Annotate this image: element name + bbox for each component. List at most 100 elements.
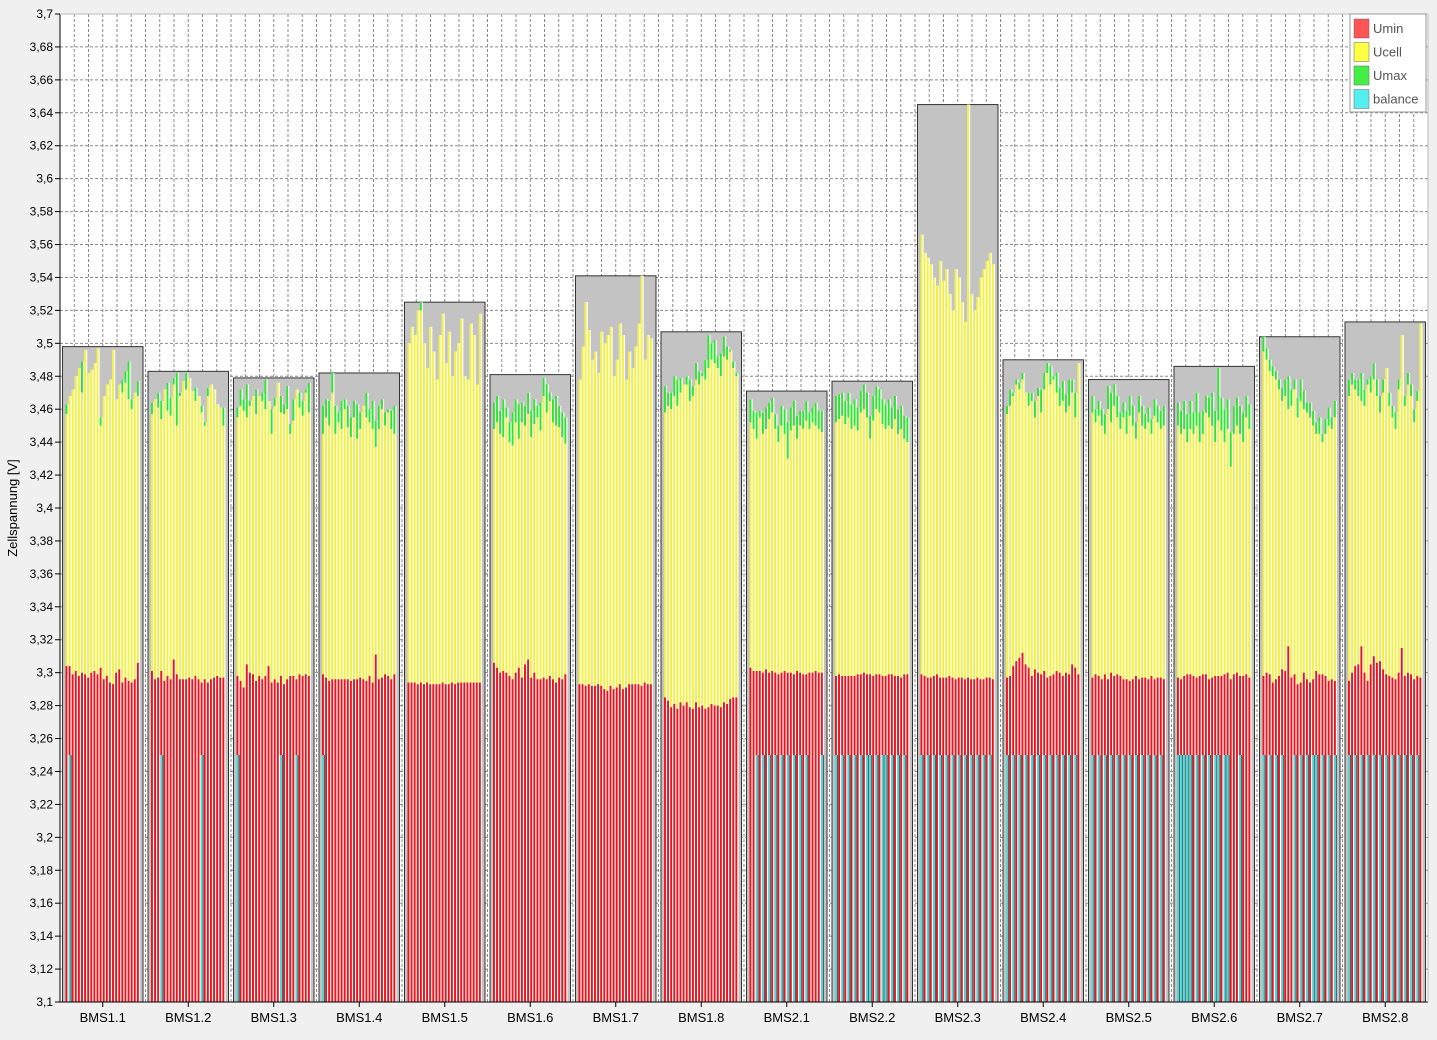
cell-ucell-bar	[945, 269, 948, 678]
cell-umax-bar	[1232, 405, 1235, 434]
cell-umin-bar	[99, 667, 102, 755]
cell-umin-bar	[926, 677, 929, 755]
cell-umin-bar	[426, 682, 429, 755]
cell-umin-bar	[906, 674, 909, 755]
cell-balance-bar	[679, 755, 682, 1002]
cell-umax-bar	[761, 412, 764, 434]
cell-balance-bar	[279, 755, 282, 1002]
cell-balance-bar	[457, 755, 460, 1002]
cell-balance-bar	[475, 755, 478, 1002]
cell-ucell-bar	[289, 433, 292, 676]
cell-umin-bar	[359, 677, 362, 755]
cell-balance-edge	[1399, 755, 1401, 1002]
cell-balance-bar	[808, 755, 811, 1002]
cell-balance-bar	[362, 755, 365, 1002]
cell-umin-bar	[74, 671, 77, 755]
cell-ucell-bar	[267, 400, 270, 667]
cell-umax-bar	[1015, 379, 1018, 385]
cell-balance-bar	[478, 755, 481, 1002]
cell-umax-bar	[542, 377, 545, 397]
cell-umin-bar	[1245, 674, 1248, 755]
cell-ucell-bar	[438, 335, 441, 685]
y-tick-label: 3,5	[36, 336, 53, 350]
cell-balance-bar	[1391, 755, 1394, 1002]
cell-balance-bar	[872, 755, 875, 1002]
cell-umin-bar	[945, 677, 948, 755]
cell-balance-bar	[1211, 755, 1214, 1002]
cell-ucell-bar	[209, 384, 212, 680]
cell-ucell-bar	[1055, 392, 1058, 672]
cell-balance-edge	[1026, 755, 1028, 1002]
cell-umin-bar	[988, 677, 991, 755]
cell-balance-bar	[505, 755, 508, 1002]
cell-ucell-bar	[682, 384, 685, 706]
cell-umin-bar	[884, 675, 887, 755]
cell-ucell-bar	[447, 331, 450, 685]
cell-umax-bar	[1147, 407, 1150, 423]
cell-balance-edge	[978, 755, 980, 1002]
cell-umin-bar	[206, 682, 209, 755]
cell-ucell-bar	[942, 280, 945, 678]
cell-umin-bar	[755, 671, 758, 755]
cell-balance-bar	[160, 755, 163, 1002]
cell-balance-bar	[432, 755, 435, 1002]
cell-ucell-bar	[127, 399, 130, 681]
cell-balance-bar	[416, 755, 419, 1002]
cell-ucell-bar	[1369, 392, 1372, 665]
cell-ucell-bar	[1235, 425, 1238, 673]
cell-ucell-bar	[1097, 415, 1100, 676]
cell-balance-bar	[1177, 755, 1179, 1002]
cell-umax-bar	[533, 399, 536, 425]
cell-umin-bar	[248, 672, 251, 755]
cell-balance-bar	[1223, 755, 1226, 1002]
cell-umin-bar	[704, 708, 707, 755]
cell-umin-bar	[1144, 677, 1147, 755]
cell-balance-bar	[1204, 755, 1207, 1002]
cell-balance-bar	[713, 755, 716, 1002]
cell-balance-bar	[393, 755, 396, 1002]
cell-balance-bar	[1385, 755, 1388, 1002]
cell-balance-bar	[951, 755, 954, 1002]
cell-balance-bar	[835, 755, 837, 1002]
cell-balance-bar	[1220, 755, 1223, 1002]
cell-balance-bar	[133, 755, 136, 1002]
cell-balance-bar	[136, 755, 139, 1002]
cell-balance-bar	[1061, 755, 1064, 1002]
cell-ucell-bar	[175, 425, 178, 675]
cell-umax-bar	[811, 407, 814, 423]
cell-ucell-bar	[609, 326, 612, 686]
cell-balance-bar	[1141, 755, 1144, 1002]
cell-balance-bar	[555, 755, 558, 1002]
cell-umin-bar	[286, 679, 289, 755]
cell-umax-bar	[175, 372, 178, 426]
cell-ucell-bar	[136, 396, 139, 663]
cell-umin-bar	[789, 672, 792, 755]
cell-balance-bar	[722, 755, 725, 1002]
cell-umax-bar	[716, 356, 719, 369]
cell-ucell-bar	[862, 409, 865, 673]
cell-balance-bar	[151, 755, 153, 1002]
cell-balance-bar	[511, 755, 514, 1002]
cell-balance-edge	[836, 755, 839, 1002]
cell-umin-bar	[81, 672, 83, 755]
cell-balance-edge	[776, 755, 778, 1002]
cell-balance-bar	[761, 755, 764, 1002]
cell-ucell-bar	[1180, 433, 1183, 680]
cell-balance-edge	[1228, 755, 1230, 1002]
cell-umax-bar	[273, 397, 276, 406]
cell-balance-edge	[849, 755, 851, 1002]
cell-ucell-bar	[1226, 428, 1229, 673]
cell-ucell-bar	[1220, 430, 1223, 676]
cell-balance-bar	[1360, 755, 1363, 1002]
cell-umin-bar	[673, 703, 676, 755]
cell-umin-bar	[1141, 677, 1144, 755]
cell-ucell-bar	[1360, 400, 1363, 647]
cell-ucell-bar	[292, 420, 295, 676]
cell-balance-bar	[682, 755, 685, 1002]
cell-umax-bar	[1363, 389, 1366, 406]
cell-balance-bar	[967, 755, 969, 1002]
cell-balance-bar	[1330, 755, 1333, 1002]
cell-balance-bar	[298, 755, 301, 1002]
cell-ucell-bar	[325, 417, 328, 678]
